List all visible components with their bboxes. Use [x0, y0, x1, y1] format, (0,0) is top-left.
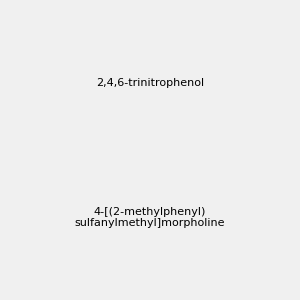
- Text: 2,4,6-trinitrophenol: 2,4,6-trinitrophenol: [96, 77, 204, 88]
- Text: 4-[(2-methylphenyl)
sulfanylmethyl]morpholine: 4-[(2-methylphenyl) sulfanylmethyl]morph…: [75, 207, 225, 228]
